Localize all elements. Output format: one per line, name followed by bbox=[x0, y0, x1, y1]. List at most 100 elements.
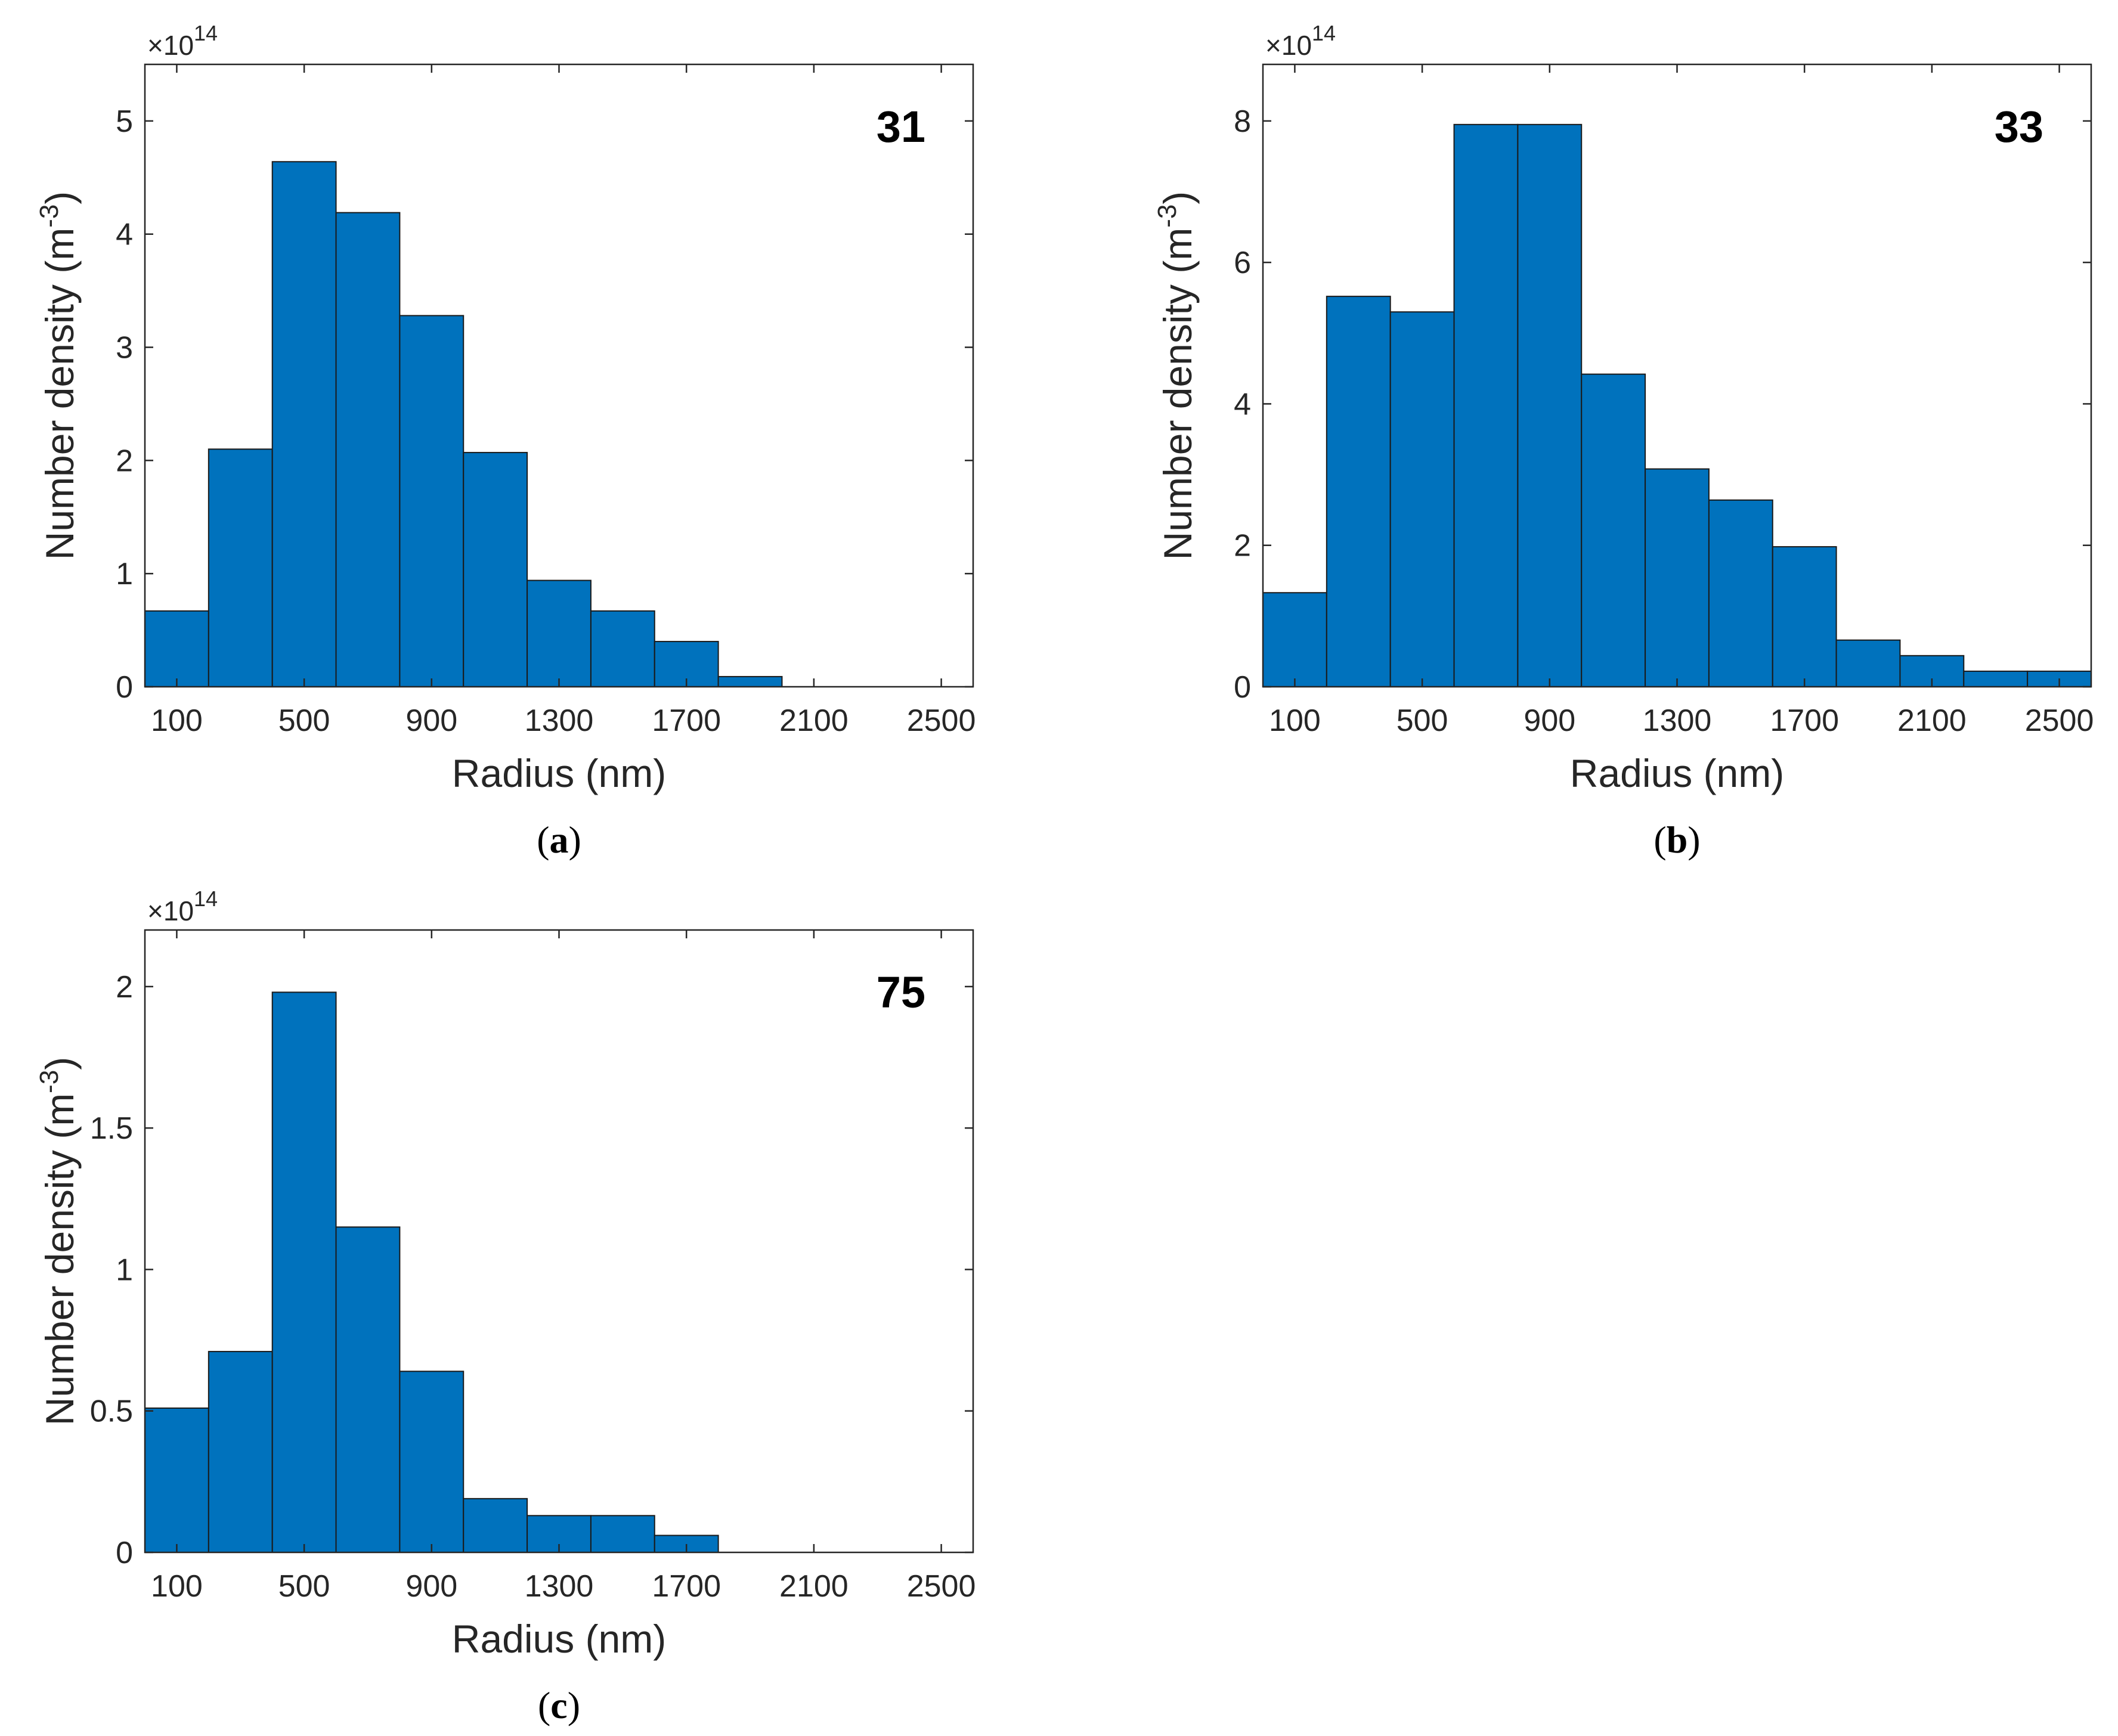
y-axis-multiplier: ×1014 bbox=[1265, 21, 1336, 61]
x-tick-label: 1700 bbox=[652, 1569, 721, 1604]
x-tick-label: 1300 bbox=[525, 703, 594, 738]
y-tick-label: 2 bbox=[116, 444, 133, 478]
x-tick-label: 900 bbox=[405, 1569, 457, 1604]
histogram-bar bbox=[1262, 592, 1327, 687]
y-axis-multiplier-exponent: 14 bbox=[194, 21, 218, 45]
histogram-bar bbox=[1389, 311, 1455, 687]
x-tick-label: 500 bbox=[1396, 703, 1448, 738]
histogram-bar bbox=[144, 610, 209, 687]
y-tick-label: 4 bbox=[116, 218, 133, 252]
chart-panel-b: 100 500 900 1300 1700 2100 2500 0 2 4 6 8 ×1014 33 Rad… bbox=[1153, 21, 2094, 861]
x-tick-label: 2100 bbox=[1897, 703, 1967, 738]
y-axis-multiplier-base: ×10 bbox=[1265, 30, 1312, 61]
y-axis-multiplier-exponent: 14 bbox=[194, 886, 218, 911]
histogram-bar bbox=[271, 991, 337, 1553]
x-tick-label: 1700 bbox=[1770, 703, 1839, 738]
x-tick-label: 900 bbox=[1524, 703, 1575, 738]
histogram-bar bbox=[399, 1371, 465, 1554]
histogram-bar bbox=[208, 448, 273, 688]
x-tick-label: 2100 bbox=[779, 703, 849, 738]
caption-open-paren: ( bbox=[1653, 819, 1666, 861]
y-axis-label: Number density (m-3) bbox=[1153, 191, 1200, 560]
y-axis-label-text: Number density (m bbox=[38, 228, 82, 560]
histogram-bar bbox=[590, 610, 655, 687]
histogram-bar bbox=[399, 315, 465, 687]
y-tick-label: 8 bbox=[1234, 104, 1251, 139]
y-tick-label: 1 bbox=[116, 1253, 133, 1287]
caption-close-paren: ) bbox=[569, 819, 581, 861]
histogram-bar bbox=[527, 579, 592, 688]
panel-caption: (b) bbox=[1653, 819, 1700, 861]
y-tick-label: 4 bbox=[1234, 387, 1251, 421]
y-axis-label-text: Number density (m bbox=[1156, 228, 1200, 560]
x-tick-label: 500 bbox=[278, 703, 330, 738]
x-tick-label: 900 bbox=[405, 703, 457, 738]
histogram-bar bbox=[271, 161, 337, 687]
y-axis-multiplier: ×1014 bbox=[147, 21, 218, 61]
panel-annotation: 75 bbox=[877, 968, 925, 1017]
histogram-bar bbox=[335, 212, 401, 687]
y-axis-label-superscript: -3 bbox=[35, 1070, 64, 1093]
histogram-bar bbox=[463, 1498, 528, 1554]
histogram-bar bbox=[1453, 123, 1519, 688]
x-axis-label: Radius (nm) bbox=[1570, 751, 1784, 795]
y-tick-label: 2 bbox=[116, 970, 133, 1005]
y-tick-label: 1 bbox=[116, 557, 133, 591]
y-axis-label-close: ) bbox=[38, 191, 82, 204]
y-axis-label-close: ) bbox=[1156, 191, 1200, 204]
histogram-bar bbox=[1708, 499, 1773, 687]
y-axis-label-superscript: -3 bbox=[1153, 204, 1182, 228]
y-tick-label: 3 bbox=[116, 331, 133, 365]
histogram-bar bbox=[1772, 546, 1837, 687]
histogram-bar bbox=[1581, 373, 1646, 687]
y-axis-label-close: ) bbox=[38, 1057, 82, 1070]
chart-panel-c: 100 500 900 1300 1700 2100 2500 0 0.5 1 1.5 2 ×1014 7… bbox=[35, 886, 976, 1726]
x-tick-label: 1700 bbox=[652, 703, 721, 738]
x-axis-label: Radius (nm) bbox=[452, 751, 666, 795]
histogram-bar bbox=[590, 1515, 655, 1553]
x-axis-label: Radius (nm) bbox=[452, 1617, 666, 1661]
y-tick-label: 1.5 bbox=[90, 1111, 133, 1146]
histogram-bar bbox=[1835, 639, 1901, 687]
x-tick-label: 2500 bbox=[2025, 703, 2094, 738]
y-axis-label: Number density (m-3) bbox=[35, 1057, 82, 1426]
x-tick-label: 100 bbox=[151, 703, 203, 738]
x-tick-label: 1300 bbox=[1643, 703, 1712, 738]
histogram-bar bbox=[144, 1407, 209, 1554]
caption-close-paren: ) bbox=[1687, 819, 1700, 861]
y-axis-multiplier-exponent: 14 bbox=[1312, 21, 1336, 45]
histogram-bar bbox=[1517, 123, 1583, 688]
y-axis-label-text: Number density (m bbox=[38, 1093, 82, 1426]
histogram-bar bbox=[463, 452, 528, 687]
panel-annotation: 33 bbox=[1995, 102, 2043, 151]
y-tick-label: 5 bbox=[116, 104, 133, 139]
x-tick-label: 2500 bbox=[907, 703, 976, 738]
histogram-bar bbox=[208, 1351, 273, 1554]
x-tick-label: 1300 bbox=[525, 1569, 594, 1604]
histogram-bar bbox=[1326, 296, 1391, 687]
caption-letter: c bbox=[550, 1684, 567, 1726]
y-axis-multiplier: ×1014 bbox=[147, 886, 218, 926]
panel-caption: (c) bbox=[538, 1684, 580, 1726]
histogram-bar bbox=[717, 675, 783, 688]
chart-panel-a: 100 500 900 1300 1700 2100 2500 0 1 2 3 4 5 ×1014 31 Ra… bbox=[35, 21, 976, 861]
x-tick-label: 100 bbox=[151, 1569, 203, 1604]
y-axis-multiplier-base: ×10 bbox=[147, 895, 194, 926]
histogram-bar bbox=[1645, 468, 1710, 687]
y-axis-multiplier-base: ×10 bbox=[147, 30, 194, 61]
y-tick-label: 0.5 bbox=[90, 1394, 133, 1429]
y-axis-label: Number density (m-3) bbox=[35, 191, 82, 560]
y-axis-label-superscript: -3 bbox=[35, 204, 64, 228]
histogram-bar bbox=[1963, 670, 2029, 688]
y-tick-label: 0 bbox=[1234, 670, 1251, 705]
x-tick-label: 2100 bbox=[779, 1569, 849, 1604]
caption-letter: b bbox=[1667, 819, 1688, 861]
y-tick-label: 6 bbox=[1234, 246, 1251, 280]
x-tick-label: 500 bbox=[278, 1569, 330, 1604]
histogram-bar bbox=[335, 1226, 401, 1553]
y-tick-label: 0 bbox=[116, 1536, 133, 1570]
x-tick-label: 2500 bbox=[907, 1569, 976, 1604]
y-tick-label: 2 bbox=[1234, 529, 1251, 563]
caption-letter: a bbox=[550, 819, 569, 861]
